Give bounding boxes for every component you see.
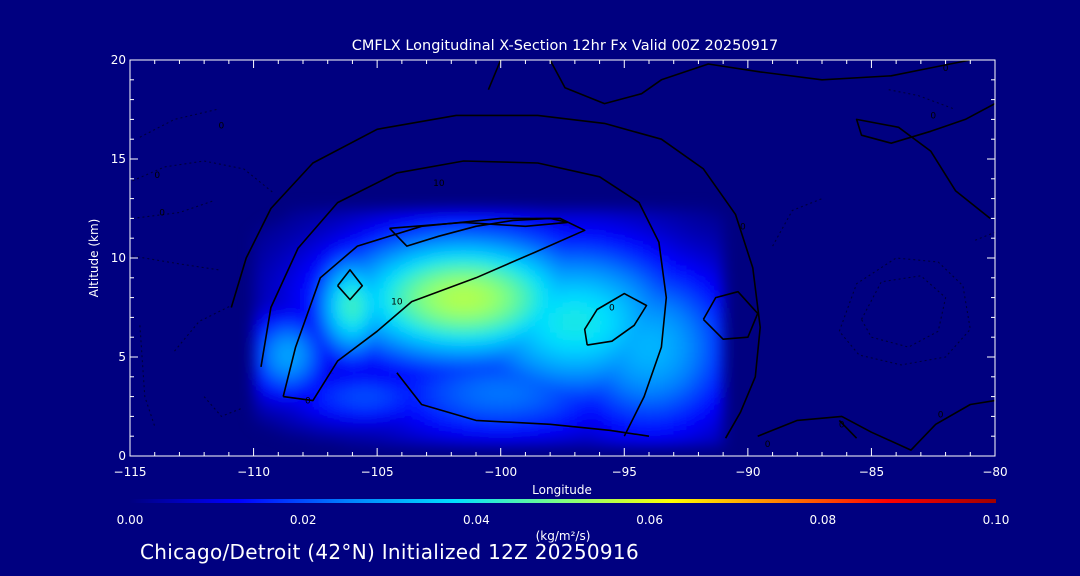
colorbar-tick-label: 0.08: [809, 513, 836, 527]
x-axis-label: Longitude: [532, 483, 592, 497]
colorbar-tick-label: 0.04: [463, 513, 490, 527]
colorbar: [130, 499, 996, 503]
x-tick-label: −115: [114, 465, 147, 479]
colorbar-ticks: 0.00 0.02 0.04 0.06 0.08 0.10: [117, 513, 1010, 527]
contour-label-6: 0: [943, 64, 949, 74]
contour-label-0: 0: [219, 121, 225, 131]
contour-solid-10: [855, 102, 995, 220]
x-tick-label: −100: [484, 465, 517, 479]
x-tick-label: −90: [735, 465, 760, 479]
colorbar-tick-label: 0.10: [983, 513, 1010, 527]
contour-dashed-8: [861, 275, 947, 348]
y-tick-label: 15: [111, 152, 126, 166]
contour-label-8: 0: [839, 420, 845, 430]
contour-solid-5: [583, 292, 648, 346]
location-caption: Chicago/Detroit (42°N) Initialized 12Z 2…: [140, 540, 639, 564]
colorbar-tick-label: 0.06: [636, 513, 663, 527]
contour-dashed-10: [888, 89, 956, 111]
chart-title: CMFLX Longitudinal X-Section 12hr Fx Val…: [352, 38, 779, 54]
y-tick-label: 10: [111, 251, 126, 265]
y-tick-label: 0: [118, 449, 126, 463]
contour-lines: [132, 60, 995, 451]
contour-dashed-7: [838, 257, 971, 366]
contour-dashed-6: [139, 325, 156, 427]
contour-dashed-3: [132, 255, 220, 271]
contour-label-2: 10: [391, 298, 403, 308]
contour-solid-8: [487, 60, 502, 91]
colorbar-tick-label: 0.02: [290, 513, 317, 527]
contour-solid-11: [757, 399, 995, 451]
x-tick-label: −105: [361, 465, 394, 479]
contour-dashed-1: [132, 200, 215, 219]
x-tick-label: −110: [237, 465, 270, 479]
contour-labels: 0 10 10 0 0 0 0 0 0 0 0 0 0: [154, 64, 948, 450]
contour-dashed-9: [772, 198, 823, 247]
y-tick-label: 5: [118, 350, 126, 364]
y-axis: 0 5 10 15 20: [111, 53, 995, 463]
contour-solid-2: [282, 217, 586, 402]
y-axis-label: Altitude (km): [87, 219, 101, 298]
heat-field: [253, 208, 724, 447]
contour-label-4: 0: [609, 304, 615, 314]
contour-label-11: 0: [154, 171, 160, 181]
contour-solid-3: [388, 217, 569, 247]
contour-label-7: 0: [930, 111, 936, 121]
contour-label-1: 10: [433, 179, 445, 189]
contour-solid-0: [230, 114, 761, 439]
x-axis: −115 −110 −105 −100 −95 −90 −85 −80: [114, 60, 1008, 479]
contour-dashed-5: [203, 396, 242, 418]
x-tick-label: −80: [982, 465, 1007, 479]
contour-label-3: 0: [305, 397, 311, 407]
contour-solid-7: [396, 372, 650, 437]
x-tick-label: −95: [612, 465, 637, 479]
contour-solid-4: [336, 269, 364, 301]
colorbar-tick-label: 0.00: [117, 513, 144, 527]
contour-dashed-11: [974, 231, 995, 241]
contour-solid-9: [549, 60, 971, 105]
contour-label-12: 0: [159, 209, 165, 219]
contour-solid-6: [702, 290, 759, 340]
y-tick-label: 20: [111, 53, 126, 67]
contour-label-9: 0: [938, 410, 944, 420]
contour-label-10: 0: [765, 440, 771, 450]
x-tick-label: −85: [859, 465, 884, 479]
colorbar-units: (kg/m²/s): [536, 529, 591, 543]
contour-solid-1: [260, 160, 668, 437]
contour-label-5: 0: [740, 222, 746, 232]
contour-solid-12: [838, 419, 858, 439]
